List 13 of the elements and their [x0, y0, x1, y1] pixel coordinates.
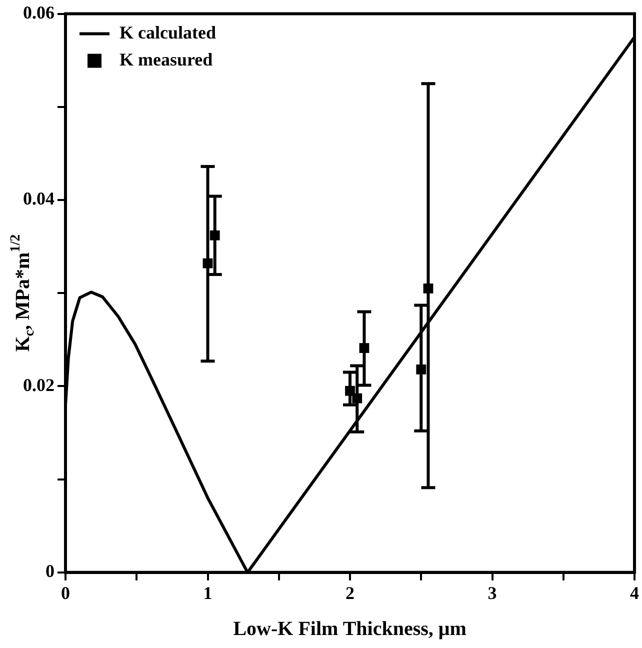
legend-label: K calculated — [120, 22, 216, 42]
x-axis-title: Low-K Film Thickness, μm — [233, 618, 467, 640]
y-tick-label: 0.06 — [23, 2, 54, 22]
x-tick-label: 0 — [61, 582, 70, 603]
x-tick-label: 1 — [203, 582, 212, 603]
y-tick-label: 0 — [46, 561, 54, 582]
y-tick-label: 0.02 — [23, 374, 54, 395]
x-tick-label: 3 — [488, 582, 497, 603]
x-tick-label: 4 — [630, 582, 639, 603]
x-tick-label: 2 — [346, 582, 354, 603]
legend-label: K measured — [120, 49, 213, 70]
y-axis-title: Kc, MPa*m1/2 — [8, 234, 38, 352]
y-tick-label: 0.04 — [23, 188, 54, 209]
